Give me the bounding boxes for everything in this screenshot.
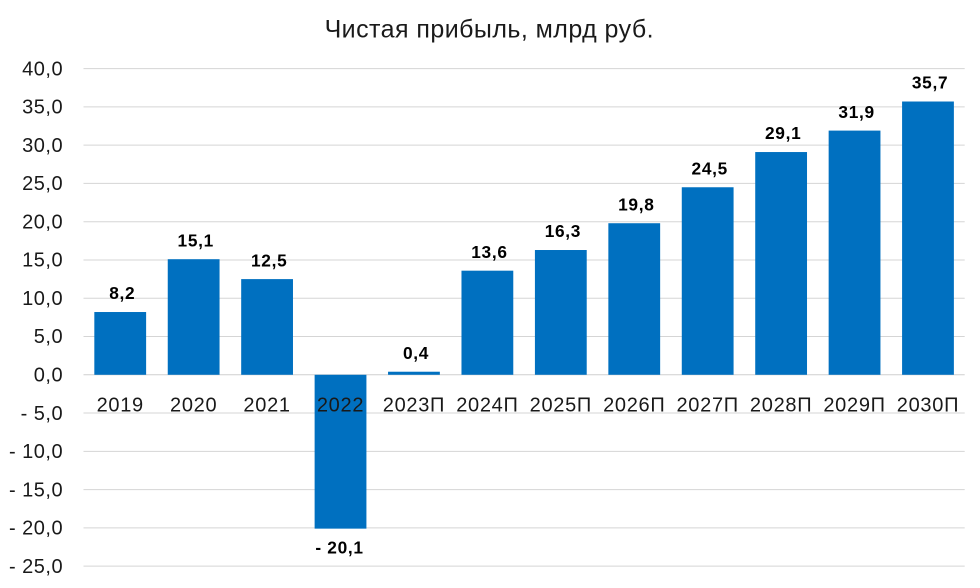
svg-text:24,5: 24,5 [692,158,728,178]
svg-text:10,0: 10,0 [22,288,63,310]
svg-text:5,0: 5,0 [34,326,63,348]
svg-text:13,6: 13,6 [471,242,507,262]
svg-text:2019: 2019 [97,394,144,416]
svg-text:2021: 2021 [243,394,290,416]
svg-text:2029П: 2029П [823,394,885,416]
svg-text:- 20,1: - 20,1 [315,537,363,557]
svg-text:2030П: 2030П [897,394,959,416]
svg-text:15,0: 15,0 [22,250,63,272]
svg-text:35,0: 35,0 [22,97,63,119]
svg-text:2025П: 2025П [530,394,592,416]
svg-text:25,0: 25,0 [22,173,63,195]
svg-text:16,3: 16,3 [545,221,581,241]
svg-text:2022: 2022 [317,394,364,416]
svg-text:20,0: 20,0 [22,211,63,233]
svg-text:2027П: 2027П [676,394,738,416]
svg-text:- 25,0: - 25,0 [9,556,63,578]
svg-text:15,1: 15,1 [178,230,214,250]
svg-text:29,1: 29,1 [765,123,801,143]
svg-text:12,5: 12,5 [251,250,287,270]
svg-text:- 20,0: - 20,0 [9,518,63,540]
svg-text:8,2: 8,2 [109,283,135,303]
svg-text:0,4: 0,4 [403,343,429,363]
svg-text:2026П: 2026П [603,394,665,416]
svg-text:2020: 2020 [170,394,217,416]
svg-text:30,0: 30,0 [22,135,63,157]
svg-text:2024П: 2024П [456,394,518,416]
svg-text:- 15,0: - 15,0 [9,479,63,501]
svg-text:- 10,0: - 10,0 [9,441,63,463]
svg-text:0,0: 0,0 [34,364,63,386]
svg-text:Чистая прибыль, млрд руб.: Чистая прибыль, млрд руб. [325,15,654,43]
svg-text:2023П: 2023П [383,394,445,416]
svg-text:2028П: 2028П [750,394,812,416]
svg-text:40,0: 40,0 [22,58,63,80]
svg-text:31,9: 31,9 [838,102,874,122]
svg-text:35,7: 35,7 [912,73,948,93]
svg-text:- 5,0: - 5,0 [21,403,64,425]
svg-text:19,8: 19,8 [618,194,654,214]
